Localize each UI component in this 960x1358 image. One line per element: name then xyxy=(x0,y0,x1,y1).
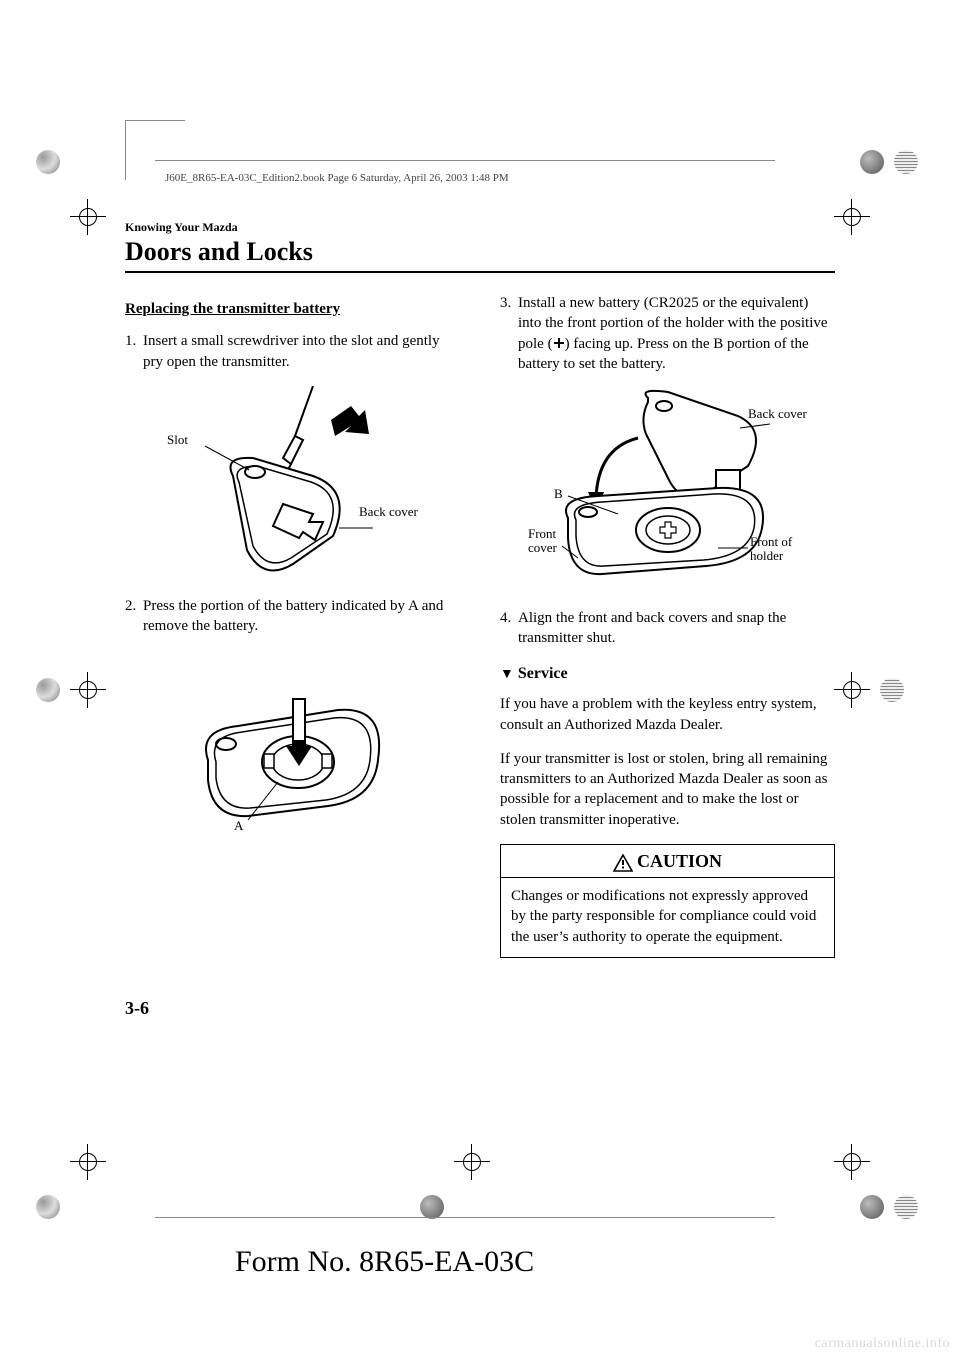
reg-mark-tl xyxy=(36,150,76,190)
service-heading: ▼ Service xyxy=(500,663,835,685)
reg-cross-bl xyxy=(76,1150,116,1190)
reg-dot xyxy=(36,150,60,174)
service-paragraph-1: If you have a problem with the keyless e… xyxy=(500,694,835,735)
fig3-front-cover-label2: cover xyxy=(528,540,558,555)
figure-battery-remove: A xyxy=(178,650,408,840)
service-paragraph-2: If your transmitter is lost or stolen, b… xyxy=(500,749,835,830)
step-3: 3. Install a new battery (CR2025 or the … xyxy=(500,293,835,374)
fig1-back-label: Back cover xyxy=(359,504,419,519)
reg-cross-br xyxy=(840,1150,880,1190)
crosshair-icon xyxy=(460,1150,484,1174)
step-number: 1. xyxy=(125,331,143,372)
title-rule xyxy=(125,271,835,273)
procedure-heading: Replacing the transmitter battery xyxy=(125,299,460,319)
fig3-b-label: B xyxy=(554,486,563,501)
step-1: 1. Insert a small screwdriver into the s… xyxy=(125,331,460,372)
reg-cross-bc xyxy=(460,1150,500,1190)
triangle-marker-icon: ▼ xyxy=(500,667,514,682)
step-number: 4. xyxy=(500,608,518,649)
crosshair-icon xyxy=(76,205,100,229)
reg-mark-ml xyxy=(36,678,76,718)
page-number: 3-6 xyxy=(125,998,835,1019)
caution-label: CAUTION xyxy=(637,851,722,871)
service-title-text: Service xyxy=(518,665,568,682)
reg-mark-tr2 xyxy=(894,150,934,190)
step-text: Install a new battery (CR2025 or the equ… xyxy=(518,293,835,374)
step-number: 2. xyxy=(125,596,143,637)
reg-dot xyxy=(860,150,884,174)
caution-box: CAUTION Changes or modifications not exp… xyxy=(500,844,835,958)
reg-mark-mr xyxy=(880,678,920,718)
reg-dot xyxy=(894,150,918,174)
reg-cross-ml xyxy=(76,678,116,718)
reg-dot xyxy=(894,1195,918,1219)
reg-dot xyxy=(860,1195,884,1219)
fig3-front-cover-label: Front xyxy=(528,526,557,541)
fig3-front-holder-label2: holder xyxy=(750,548,784,563)
fig2-a-label: A xyxy=(234,818,244,833)
watermark: carmanualsonline.info xyxy=(815,1336,950,1352)
reg-dot xyxy=(880,678,904,702)
step-4: 4. Align the front and back covers and s… xyxy=(500,608,835,649)
step-number: 3. xyxy=(500,293,518,374)
page-content: Knowing Your Mazda Doors and Locks Repla… xyxy=(125,130,835,1019)
right-column: 3. Install a new battery (CR2025 or the … xyxy=(500,293,835,958)
two-column-layout: Replacing the transmitter battery 1. Ins… xyxy=(125,293,835,958)
plus-icon xyxy=(553,337,565,349)
crosshair-icon xyxy=(76,678,100,702)
caution-header: CAUTION xyxy=(501,845,834,878)
figure-battery-install: Back cover B xyxy=(518,388,818,588)
form-number: Form No. 8R65-EA-03C xyxy=(235,1245,534,1279)
reg-cross-tl xyxy=(76,205,116,245)
reg-dot xyxy=(36,678,60,702)
reg-dot xyxy=(36,1195,60,1219)
reg-mark-bl xyxy=(36,1195,76,1235)
figure-transmitter-open: Slot Back cover xyxy=(163,386,423,576)
crosshair-icon xyxy=(840,678,864,702)
step-text: Align the front and back covers and snap… xyxy=(518,608,835,649)
crosshair-icon xyxy=(840,205,864,229)
caution-body: Changes or modifications not expressly a… xyxy=(501,878,834,957)
step-2: 2. Press the portion of the battery indi… xyxy=(125,596,460,637)
warning-icon xyxy=(613,854,633,872)
crosshair-icon xyxy=(76,1150,100,1174)
left-column: Replacing the transmitter battery 1. Ins… xyxy=(125,293,460,958)
section-title: Doors and Locks xyxy=(125,237,835,267)
step-text: Insert a small screwdriver into the slot… xyxy=(143,331,460,372)
crop-line-bottom xyxy=(155,1188,775,1218)
reg-cross-mr xyxy=(840,678,880,718)
chapter-label: Knowing Your Mazda xyxy=(125,220,835,235)
fig1-slot-label: Slot xyxy=(167,432,188,447)
step-text: Press the portion of the battery indicat… xyxy=(143,596,460,637)
reg-mark-br2 xyxy=(894,1195,934,1235)
crosshair-icon xyxy=(840,1150,864,1174)
fig3-back-label: Back cover xyxy=(748,406,808,421)
reg-cross-tr xyxy=(840,205,880,245)
fig3-front-holder-label: Front of xyxy=(750,534,793,549)
